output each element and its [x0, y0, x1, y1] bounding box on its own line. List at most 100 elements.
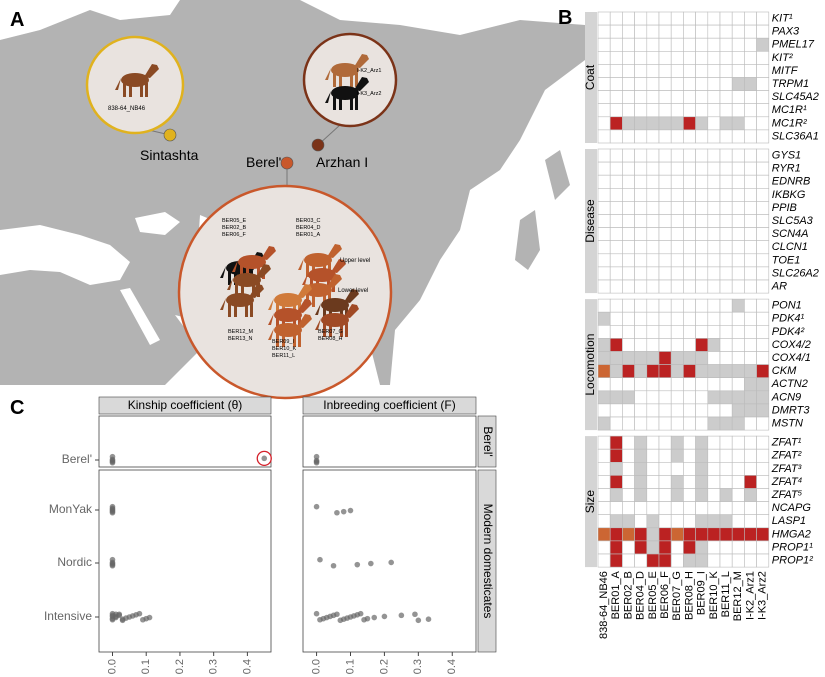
heatmap-cell	[707, 148, 721, 163]
heatmap-cell	[744, 227, 757, 242]
heatmap-cell	[683, 201, 696, 215]
heatmap-cell	[670, 416, 684, 431]
heatmap-cell	[634, 148, 648, 163]
point	[412, 611, 418, 618]
row-strip-label: Modern domesticates	[481, 504, 495, 619]
heatmap-cell	[609, 435, 623, 450]
heatmap-cell	[658, 488, 672, 502]
heatmap-cell	[609, 527, 623, 542]
heatmap-cell	[756, 90, 770, 104]
highlight-ring	[256, 450, 272, 467]
heatmap-cell	[719, 553, 733, 568]
heatmap-cell	[744, 240, 757, 255]
heatmap-cell	[744, 488, 757, 502]
heatmap-cell	[683, 64, 696, 78]
point	[347, 507, 354, 514]
heatmap-cell	[731, 174, 745, 189]
heatmap-cell	[622, 64, 635, 78]
column-label: I-K3_Arz2	[757, 571, 769, 620]
gene-label: LASP1	[772, 515, 806, 527]
sample-label: BER02_B	[222, 225, 246, 231]
heatmap-cell	[609, 253, 623, 268]
facet-strip	[98, 396, 272, 415]
heatmap-cell	[731, 501, 745, 516]
heatmap-cell	[744, 253, 757, 268]
heatmap-cell	[609, 448, 623, 463]
panel-label: B	[558, 7, 572, 29]
point	[415, 617, 422, 624]
heatmap-cell	[646, 390, 660, 405]
heatmap-cell	[622, 416, 635, 431]
group-label: Coat	[583, 64, 597, 90]
heatmap-cell	[646, 64, 660, 78]
heatmap-cell	[719, 129, 733, 144]
panel-frame	[98, 415, 272, 468]
heatmap-cell	[695, 351, 709, 365]
heatmap-cell	[707, 129, 721, 144]
heatmap-cell	[597, 50, 611, 65]
heatmap-cell	[707, 90, 721, 104]
heatmap-cell	[646, 24, 660, 39]
heatmap-cell	[707, 227, 721, 242]
heatmap-cell	[707, 351, 721, 365]
heatmap-cell	[683, 351, 696, 365]
gene-label: PAX3	[772, 26, 800, 38]
heatmap-cell	[670, 103, 684, 118]
heatmap-cell	[695, 103, 709, 118]
heatmap-cell	[695, 298, 709, 313]
heatmap-cell	[756, 501, 770, 516]
heatmap-cell	[670, 527, 684, 542]
heatmap-cell	[634, 90, 648, 104]
heatmap-cell	[719, 266, 733, 281]
heatmap-cell	[683, 103, 696, 118]
heatmap-cell	[719, 116, 733, 131]
heatmap-cell	[731, 403, 745, 418]
heatmap-cell	[670, 279, 684, 294]
heatmap-cell	[744, 416, 757, 431]
heatmap-cell	[707, 403, 721, 418]
heatmap-cell	[597, 279, 611, 294]
heatmap-cell	[634, 116, 648, 131]
heatmap-cell	[609, 377, 623, 392]
heatmap-cell	[731, 553, 745, 568]
heatmap-cell	[683, 501, 696, 516]
heatmap-cell	[622, 77, 635, 91]
heatmap-cell	[731, 527, 745, 542]
column-label: 838-64_NB46	[598, 571, 610, 639]
sample-label: I-K3_Arz2	[357, 91, 381, 97]
gene-label: EDNRB	[772, 176, 811, 188]
heatmap-cell	[731, 351, 745, 365]
sample-label: BER05_E	[222, 218, 246, 224]
heatmap-cell	[756, 435, 770, 450]
heatmap-cell	[683, 240, 696, 255]
heatmap-cell	[609, 311, 623, 326]
heatmap-cell	[756, 11, 770, 26]
heatmap-cell	[707, 37, 721, 52]
heatmap-cell	[670, 148, 684, 163]
heatmap-cell	[744, 116, 757, 131]
heatmap-cell	[658, 77, 672, 91]
heatmap-cell	[597, 116, 611, 131]
heatmap-cell	[683, 90, 696, 104]
heatmap-cell	[658, 527, 672, 542]
heatmap-cell	[646, 311, 660, 326]
heatmap-cell	[731, 279, 745, 294]
heatmap-cell	[622, 214, 635, 228]
point	[334, 611, 340, 618]
point	[313, 503, 320, 510]
heatmap-cell	[609, 364, 623, 379]
sample-label: BER06_F	[222, 232, 246, 238]
sample-label: BER10_K	[272, 346, 296, 352]
heatmap-cell	[683, 527, 696, 542]
heatmap-cell	[719, 201, 733, 215]
gene-label: TRPM1	[772, 78, 809, 90]
heatmap-cell	[670, 403, 684, 418]
heatmap-cell	[707, 253, 721, 268]
heatmap-cell	[744, 390, 757, 405]
heatmap-cell	[634, 527, 648, 542]
gene-label: ACTN2	[771, 378, 808, 390]
heatmap-cell	[707, 11, 721, 26]
heatmap-cell	[695, 253, 709, 268]
heatmap-cell	[683, 37, 696, 52]
heatmap-cell	[731, 461, 745, 476]
